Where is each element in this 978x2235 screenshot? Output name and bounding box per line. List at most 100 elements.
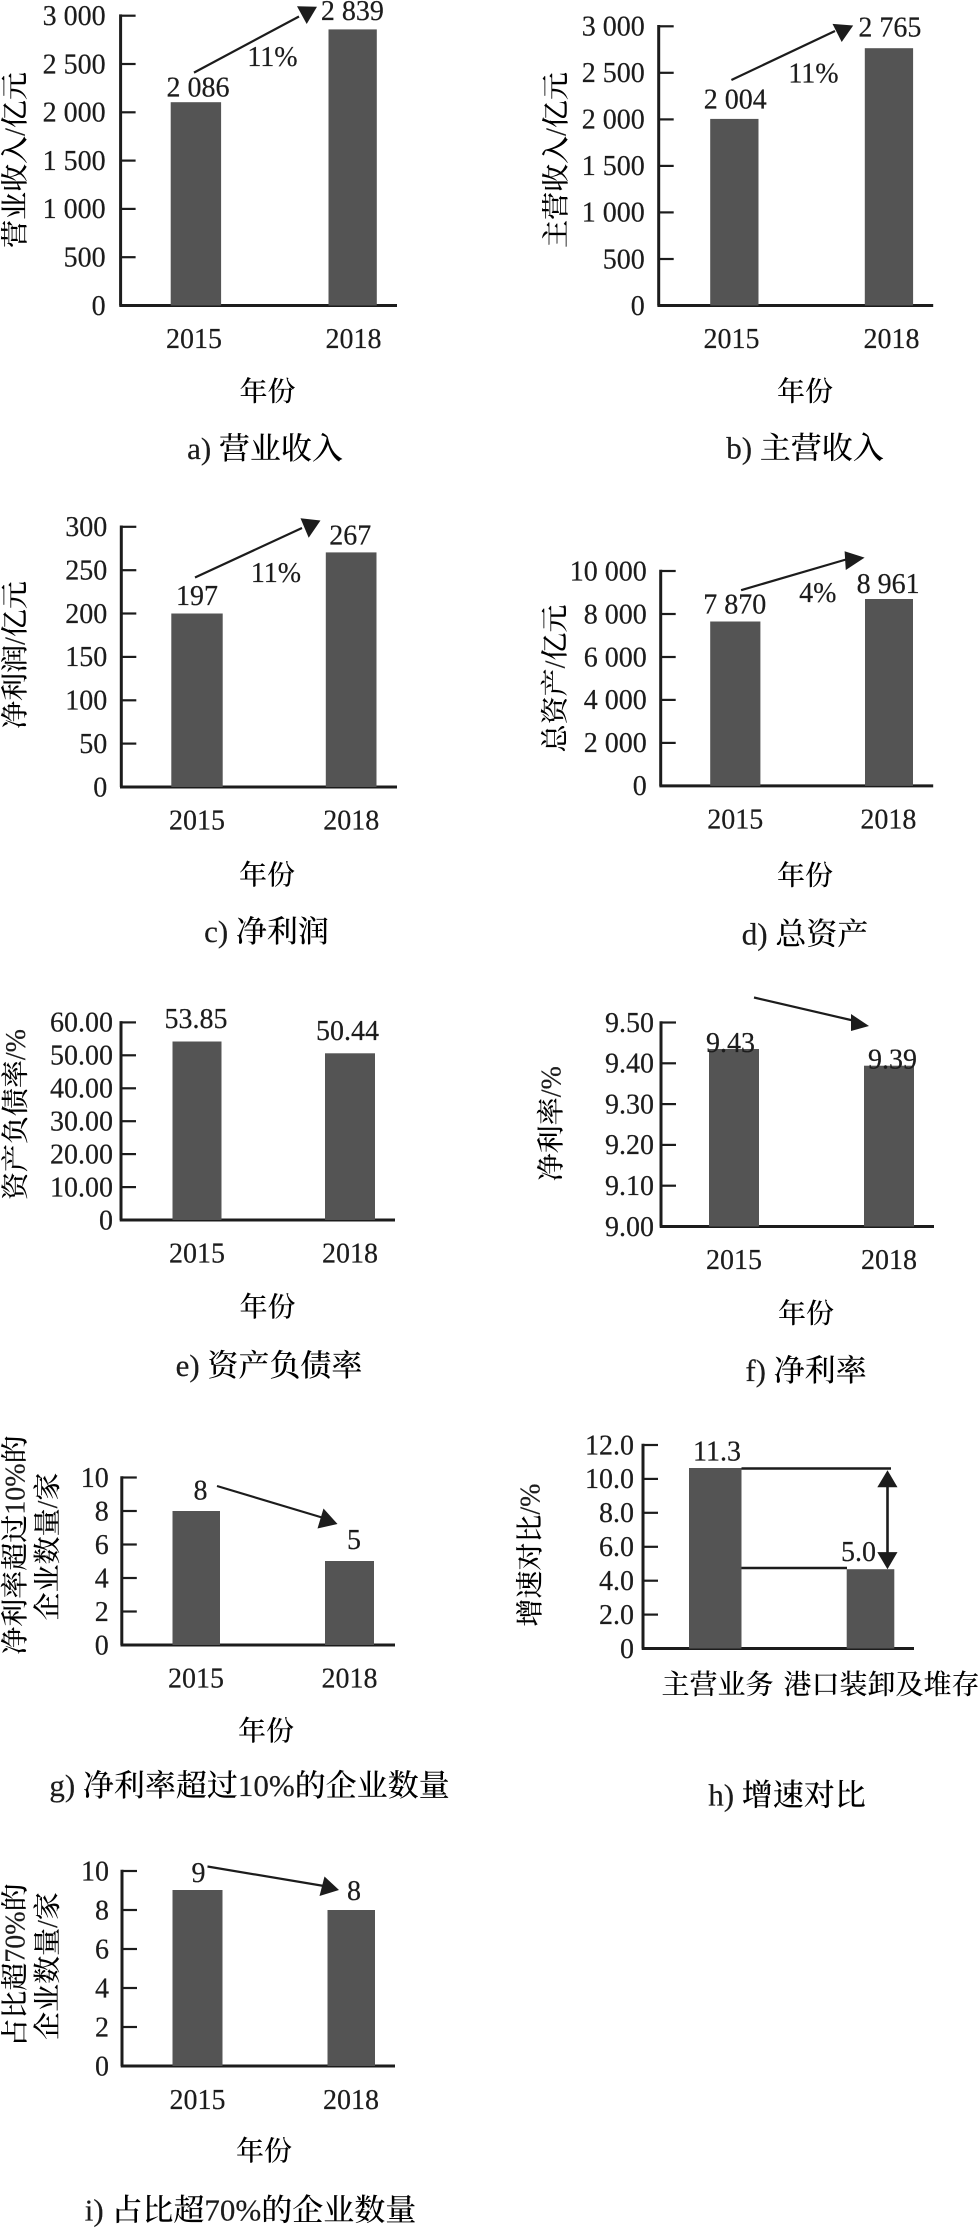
- svg-text:i): i): [85, 2193, 104, 2228]
- svg-text:5: 5: [347, 1525, 361, 1556]
- svg-text:2015: 2015: [704, 324, 760, 355]
- svg-text:9: 9: [192, 1858, 206, 1889]
- svg-text:60.00: 60.00: [50, 1008, 113, 1039]
- svg-text:2015: 2015: [706, 1245, 762, 1276]
- svg-text:0: 0: [93, 772, 107, 803]
- svg-text:2015: 2015: [707, 805, 763, 836]
- svg-text:8 961: 8 961: [857, 569, 920, 600]
- svg-text:2015: 2015: [166, 324, 222, 355]
- svg-text:a): a): [187, 431, 211, 466]
- svg-text:0: 0: [95, 2051, 109, 2082]
- svg-text:70%: 70%: [204, 2193, 261, 2228]
- svg-text:53.85: 53.85: [165, 1004, 228, 1035]
- svg-text:70%: 70%: [1, 1911, 32, 1962]
- svg-text:2018: 2018: [323, 806, 379, 837]
- svg-text:12.0: 12.0: [585, 1430, 634, 1461]
- svg-text:20.00: 20.00: [50, 1139, 113, 1170]
- svg-text:/: /: [1, 637, 32, 645]
- svg-text:0: 0: [633, 771, 647, 802]
- svg-text:2 000: 2 000: [43, 98, 106, 129]
- svg-text:g): g): [49, 1768, 75, 1803]
- svg-text:/: /: [541, 660, 572, 668]
- svg-text:4 000: 4 000: [584, 685, 647, 716]
- svg-text:d): d): [742, 917, 768, 952]
- svg-text:3 000: 3 000: [43, 1, 106, 32]
- svg-text:2 839: 2 839: [321, 0, 384, 27]
- svg-text:11.3: 11.3: [693, 1437, 741, 1468]
- svg-text:8: 8: [194, 1476, 208, 1507]
- svg-text:9.10: 9.10: [605, 1171, 654, 1202]
- svg-text:267: 267: [329, 521, 371, 552]
- svg-text:0: 0: [631, 291, 645, 322]
- svg-text:500: 500: [64, 243, 106, 274]
- svg-text:/: /: [542, 128, 573, 136]
- svg-text:0: 0: [95, 1630, 109, 1661]
- svg-text:40.00: 40.00: [50, 1074, 113, 1105]
- svg-text:b): b): [726, 431, 752, 466]
- svg-text:10.00: 10.00: [50, 1172, 113, 1203]
- svg-text:2015: 2015: [168, 1664, 224, 1695]
- svg-text:5.0: 5.0: [841, 1537, 876, 1568]
- svg-text:0: 0: [99, 1205, 113, 1236]
- svg-text:8 000: 8 000: [584, 599, 647, 630]
- svg-text:h): h): [708, 1778, 734, 1813]
- svg-text:/: /: [33, 1500, 64, 1508]
- svg-text:10: 10: [81, 1463, 109, 1494]
- svg-text:0: 0: [92, 291, 106, 322]
- svg-text:197: 197: [176, 581, 218, 612]
- svg-text:50.00: 50.00: [50, 1041, 113, 1072]
- svg-text:4%: 4%: [799, 578, 836, 609]
- svg-text:150: 150: [65, 642, 107, 673]
- svg-text:2.0: 2.0: [599, 1600, 634, 1631]
- svg-text:2: 2: [95, 2012, 109, 2043]
- svg-text:6.0: 6.0: [599, 1532, 634, 1563]
- svg-text:10 000: 10 000: [570, 556, 647, 587]
- svg-text:9.20: 9.20: [605, 1130, 654, 1161]
- svg-text:2015: 2015: [170, 2085, 226, 2116]
- svg-text:2015: 2015: [169, 806, 225, 837]
- svg-text:/%: /%: [1, 1029, 32, 1060]
- svg-text:4: 4: [95, 1563, 109, 1594]
- svg-text:2018: 2018: [860, 805, 916, 836]
- svg-text:c): c): [204, 914, 228, 949]
- svg-text:1 500: 1 500: [43, 146, 106, 177]
- svg-text:6: 6: [95, 1530, 109, 1561]
- svg-text:2: 2: [95, 1597, 109, 1628]
- svg-text:30.00: 30.00: [50, 1107, 113, 1138]
- svg-text:1 000: 1 000: [582, 198, 645, 229]
- svg-text:9.43: 9.43: [706, 1028, 755, 1059]
- svg-text:9.40: 9.40: [605, 1049, 654, 1080]
- svg-text:2 765: 2 765: [858, 13, 921, 44]
- svg-text:/%: /%: [516, 1483, 547, 1514]
- svg-text:9.30: 9.30: [605, 1089, 654, 1120]
- svg-text:7 870: 7 870: [703, 590, 766, 621]
- svg-text:11%: 11%: [247, 42, 297, 73]
- svg-text:2018: 2018: [326, 324, 382, 355]
- svg-text:6 000: 6 000: [584, 642, 647, 673]
- svg-text:10.0: 10.0: [585, 1464, 634, 1495]
- svg-text:9.00: 9.00: [605, 1212, 654, 1243]
- svg-text:2 000: 2 000: [582, 105, 645, 136]
- svg-text:250: 250: [65, 556, 107, 587]
- svg-text:50: 50: [79, 729, 107, 760]
- svg-text:/: /: [1, 128, 32, 136]
- svg-text:2018: 2018: [861, 1245, 917, 1276]
- svg-text:3 000: 3 000: [582, 12, 645, 43]
- svg-text:300: 300: [65, 512, 107, 543]
- svg-text:e): e): [176, 1348, 200, 1383]
- svg-text:50.44: 50.44: [316, 1016, 379, 1047]
- svg-text:9.39: 9.39: [868, 1045, 917, 1076]
- svg-text:10: 10: [81, 1856, 109, 1887]
- svg-text:2 500: 2 500: [43, 49, 106, 80]
- svg-text:500: 500: [603, 244, 645, 275]
- svg-text:2018: 2018: [864, 324, 920, 355]
- svg-text:11%: 11%: [788, 59, 838, 90]
- svg-text:100: 100: [65, 686, 107, 717]
- svg-text:2018: 2018: [322, 1239, 378, 1270]
- svg-text:9.50: 9.50: [605, 1008, 654, 1039]
- svg-text:f): f): [745, 1353, 766, 1388]
- svg-text:2 086: 2 086: [167, 72, 230, 103]
- svg-text:1 000: 1 000: [43, 194, 106, 225]
- svg-text:4: 4: [95, 1973, 109, 2004]
- svg-text:10%: 10%: [238, 1768, 295, 1803]
